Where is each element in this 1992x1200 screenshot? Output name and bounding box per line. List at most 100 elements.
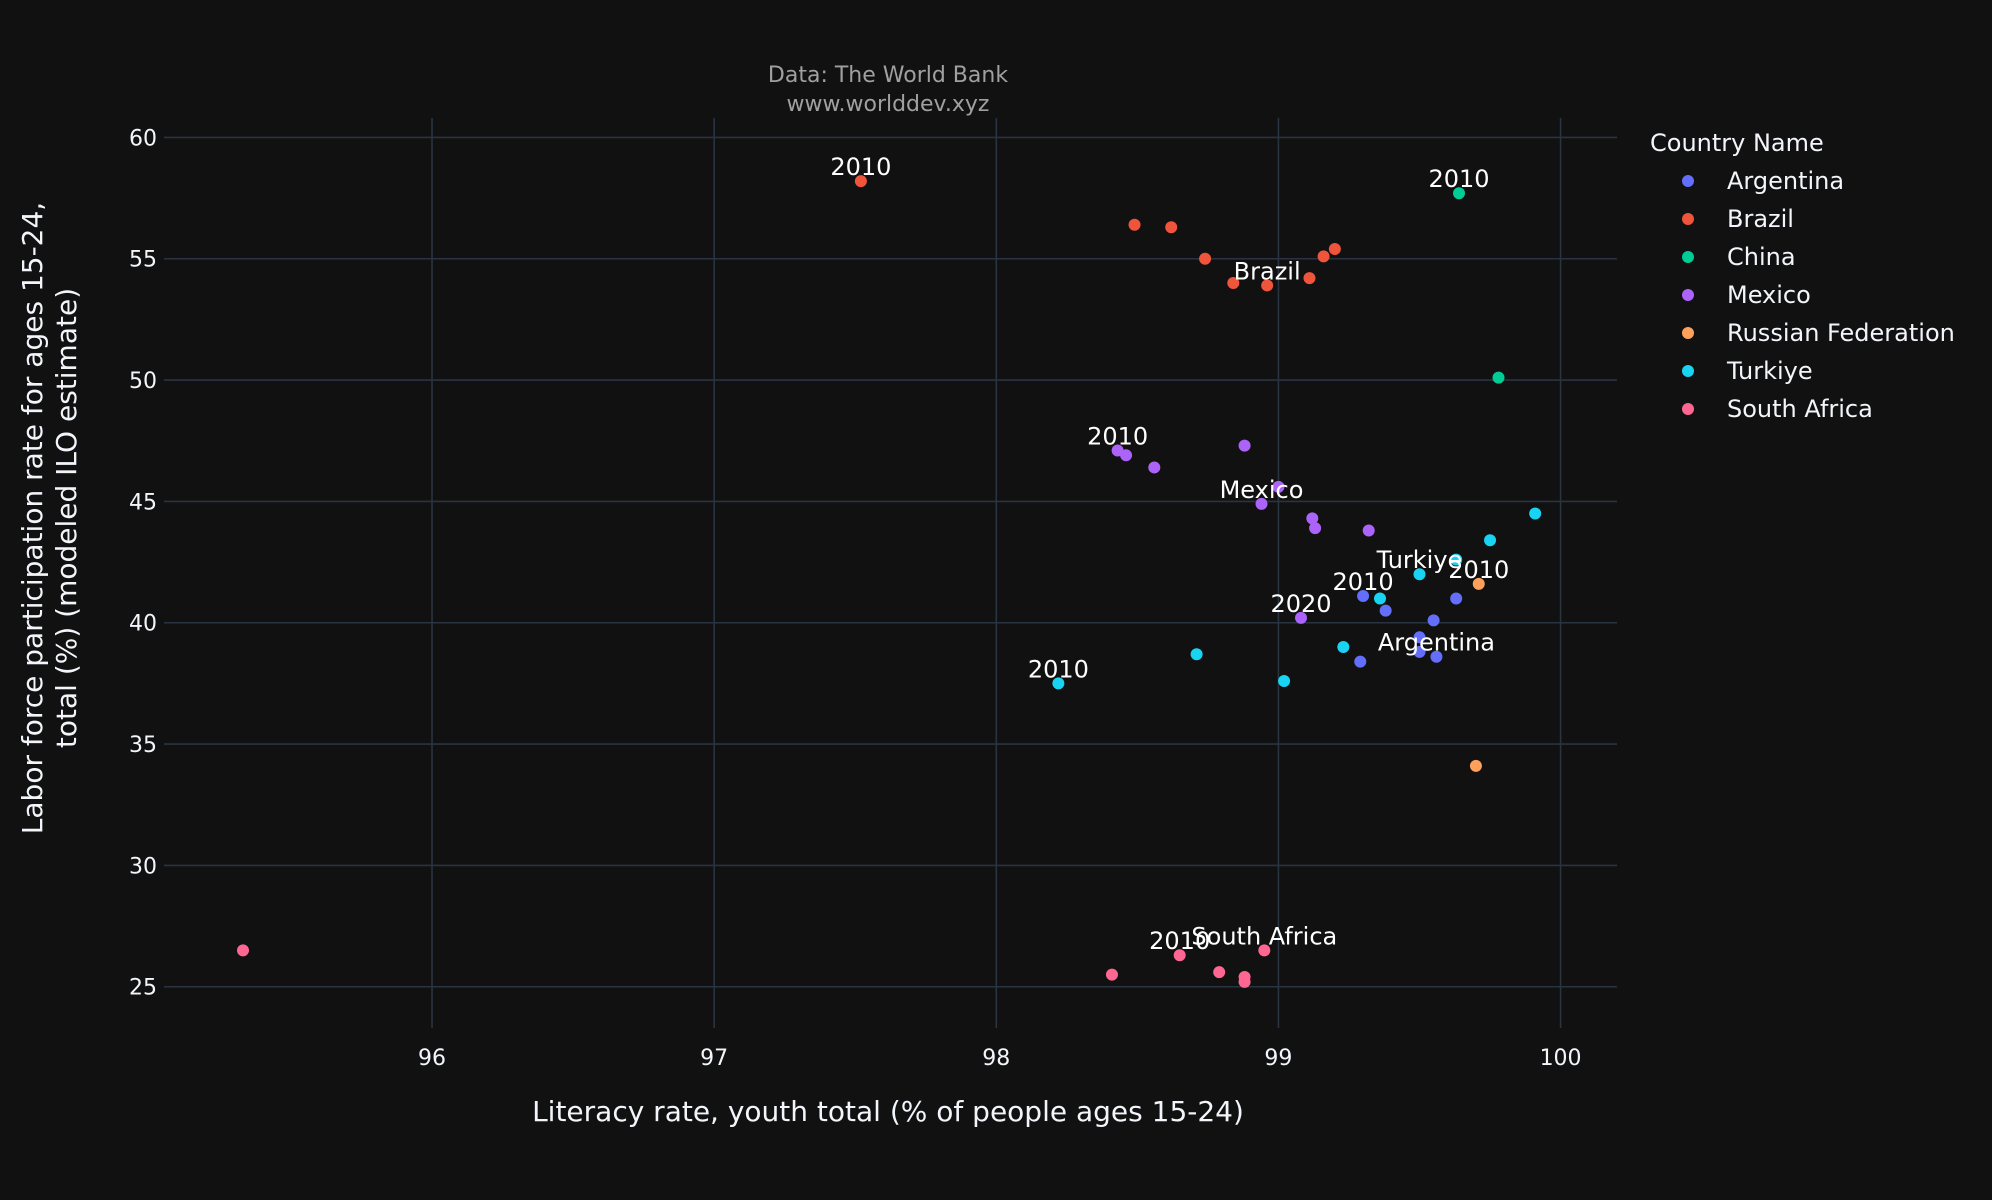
- y-tick-label: 45: [129, 490, 157, 515]
- point-brazil: [1128, 218, 1141, 231]
- point-mexico: [1255, 497, 1268, 510]
- point-brazil: [1199, 252, 1212, 265]
- point-south-africa: [1213, 966, 1226, 979]
- y-tick-label: 55: [129, 248, 157, 273]
- point-turkiye: [1337, 641, 1350, 654]
- data-points: [236, 175, 1542, 988]
- y-tick-label: 50: [129, 369, 157, 394]
- y-axis-title-line-2: total (%) (modeled ILO estimate): [50, 288, 83, 748]
- annotation-label: South Africa: [1191, 922, 1337, 950]
- legend-marker-china: [1682, 251, 1694, 263]
- point-brazil: [854, 175, 867, 188]
- y-tick-label: 35: [129, 733, 157, 758]
- annotation-label: 2010: [1028, 655, 1089, 683]
- point-mexico: [1272, 480, 1285, 493]
- y-tick-label: 30: [129, 854, 157, 879]
- annotation-label: Mexico: [1220, 476, 1304, 504]
- point-argentina: [1450, 592, 1463, 605]
- point-brazil: [1227, 277, 1240, 290]
- annotation-label: 2010: [1149, 927, 1210, 955]
- x-tick-label: 100: [1540, 1046, 1582, 1071]
- point-argentina: [1413, 631, 1426, 644]
- legend-items: Argentina Brazil China Mexico Russian Federa…: [1682, 167, 1955, 423]
- point-south-africa: [1258, 944, 1271, 957]
- x-tick-label: 97: [700, 1046, 728, 1071]
- point-turkiye: [1529, 507, 1542, 520]
- annotation-label: 2010: [1428, 165, 1489, 193]
- legend-label-china: China: [1727, 243, 1796, 271]
- annotation-label: Argentina: [1378, 629, 1495, 657]
- legend-label-mexico: Mexico: [1727, 281, 1811, 309]
- point-china: [1492, 371, 1505, 384]
- legend-label-south-africa: South Africa: [1727, 395, 1873, 423]
- y-axis-ticks: 25 30 35 40 45 50 55 60: [129, 126, 157, 1000]
- point-turkiye: [1278, 674, 1291, 687]
- legend-marker-brazil: [1682, 213, 1694, 225]
- y-tick-label: 25: [129, 976, 157, 1001]
- annotation-label: Brazil: [1234, 257, 1301, 285]
- y-tick-label: 60: [129, 126, 157, 151]
- annotation-label: 2010: [1448, 556, 1509, 584]
- point-south-africa: [1238, 975, 1251, 988]
- point-china: [1453, 187, 1466, 200]
- annotation-label: 2010: [1087, 422, 1148, 450]
- point-mexico: [1295, 611, 1308, 624]
- point-argentina: [1379, 604, 1392, 617]
- x-tick-label: 96: [418, 1046, 446, 1071]
- point-brazil: [1328, 243, 1341, 256]
- point-brazil: [1317, 250, 1330, 263]
- point-mexico: [1362, 524, 1375, 537]
- point-argentina: [1354, 655, 1367, 668]
- legend-label-russian-federation: Russian Federation: [1727, 319, 1955, 347]
- legend-marker-argentina: [1682, 175, 1694, 187]
- point-turkiye: [1413, 568, 1426, 581]
- point-argentina: [1430, 650, 1443, 663]
- point-argentina: [1427, 614, 1440, 627]
- point-russian-federation: [1472, 577, 1485, 590]
- point-south-africa: [236, 944, 249, 957]
- point-argentina: [1357, 590, 1370, 603]
- annotation-label: 2010: [830, 153, 891, 181]
- legend-marker-turkiye: [1682, 365, 1694, 377]
- point-brazil: [1165, 221, 1178, 234]
- legend: Country Name Argentina Brazil China Mexico R…: [1650, 129, 1955, 423]
- annotation-label: 2020: [1270, 590, 1331, 618]
- legend-label-brazil: Brazil: [1727, 205, 1794, 233]
- point-annotations: 2010 2010Brazil2010MexicoTurkiye201020102…: [830, 153, 1509, 955]
- point-mexico: [1148, 461, 1161, 474]
- point-argentina: [1413, 645, 1426, 658]
- point-south-africa: [1173, 949, 1186, 962]
- legend-label-argentina: Argentina: [1727, 167, 1844, 195]
- point-turkiye: [1450, 553, 1463, 566]
- point-mexico: [1120, 449, 1133, 462]
- point-brazil: [1261, 279, 1274, 292]
- x-axis-ticks: 96 97 98 99 100: [418, 1046, 1582, 1071]
- grid-lines: [164, 118, 1617, 1028]
- point-turkiye: [1052, 677, 1065, 690]
- point-turkiye: [1190, 648, 1203, 661]
- x-tick-label: 98: [982, 1046, 1010, 1071]
- annotation-label: Turkiye: [1376, 546, 1463, 574]
- x-axis-title: Literacy rate, youth total (% of people …: [532, 1095, 1244, 1128]
- legend-marker-south-africa: [1682, 403, 1694, 415]
- legend-marker-russian-federation: [1682, 327, 1694, 339]
- y-tick-label: 40: [129, 612, 157, 637]
- annotation-label: 2010: [1333, 568, 1394, 596]
- point-mexico: [1238, 439, 1251, 452]
- point-mexico: [1309, 522, 1322, 535]
- legend-marker-mexico: [1682, 289, 1694, 301]
- point-turkiye: [1374, 592, 1387, 605]
- source-line-1: Data: The World Bank: [768, 63, 1008, 88]
- x-tick-label: 99: [1264, 1046, 1292, 1071]
- y-axis-title-line-1: Labor force participation rate for ages …: [16, 202, 49, 834]
- point-russian-federation: [1469, 759, 1482, 772]
- legend-title: Country Name: [1650, 129, 1824, 157]
- point-south-africa: [1105, 968, 1118, 981]
- point-turkiye: [1484, 534, 1497, 547]
- y-axis-title: Labor force participation rate for ages …: [16, 202, 83, 834]
- point-mexico: [1306, 512, 1319, 525]
- legend-label-turkiye: Turkiye: [1726, 357, 1813, 385]
- point-brazil: [1303, 272, 1316, 285]
- source-line-2: www.worlddev.xyz: [787, 92, 990, 117]
